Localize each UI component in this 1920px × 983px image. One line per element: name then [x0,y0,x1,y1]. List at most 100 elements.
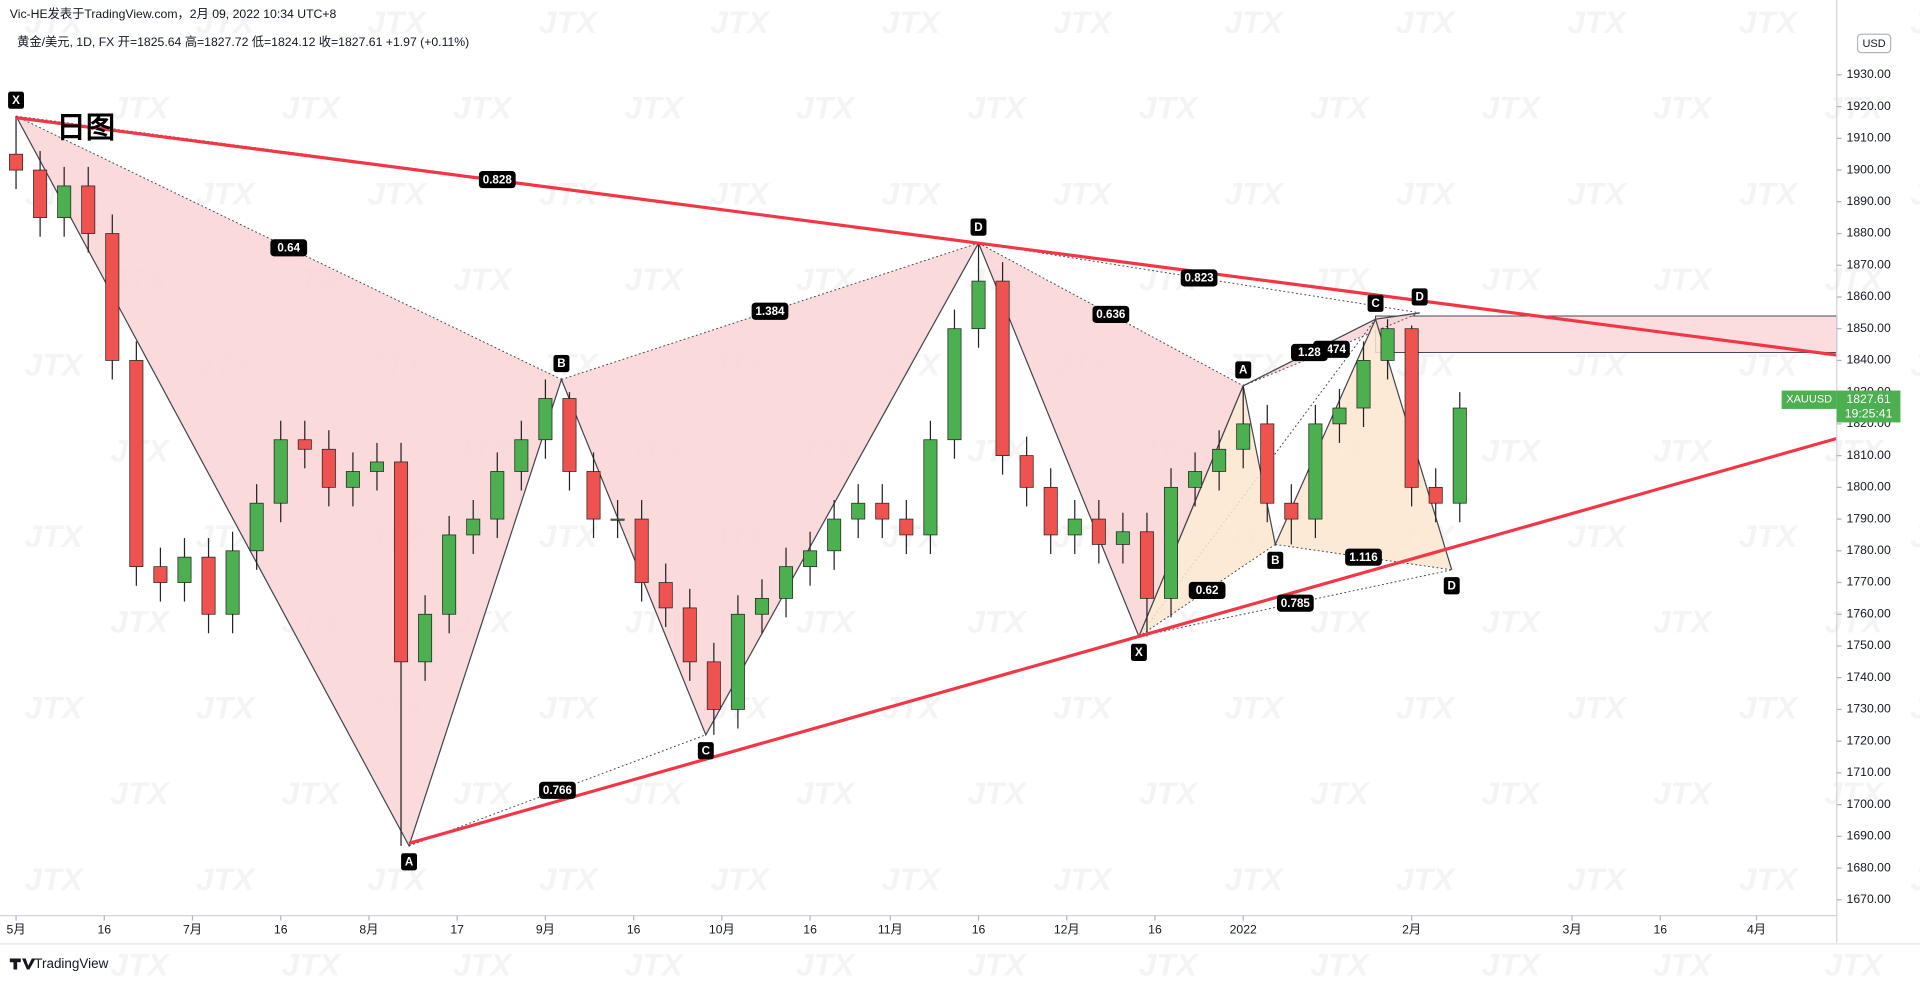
watermark: JTX [24,518,84,554]
watermark: JTX [24,689,84,725]
watermark: JTX [1910,347,1920,383]
watermark: JTX [1053,861,1113,897]
point-label: B [1271,554,1279,567]
watermark: JTX [1396,861,1456,897]
candle-body [947,328,962,441]
watermark: JTX [539,518,599,554]
watermark: JTX [1224,689,1284,725]
y-tick-label: 1930.00 [1847,67,1891,81]
ratio-label: 0.785 [1281,597,1311,610]
x-tick-label: 16 [972,923,986,937]
y-tick-label: 1680.00 [1847,860,1891,874]
candle-body [1356,360,1371,409]
watermark: JTX [196,175,256,211]
symbol-label: XAUUSD [1786,394,1832,406]
ratio-label: 0.823 [1185,272,1215,285]
watermark: JTX [1139,946,1199,982]
watermark: JTX [1910,861,1920,897]
x-tick-label: 16 [1653,923,1667,937]
y-tick-label: 1850.00 [1847,321,1891,335]
ratio-label: 1.28 [1298,346,1321,359]
candle-body [442,534,457,615]
y-tick-label: 1870.00 [1847,257,1891,271]
watermark: JTX [196,4,256,40]
watermark: JTX [539,861,599,897]
candle-body [1188,471,1203,488]
candle-body [273,439,288,504]
watermark: JTX [1310,604,1370,640]
candle-body [899,518,914,536]
y-tick-label: 1690.00 [1847,829,1891,843]
x-tick-label: 8月 [359,923,378,937]
annotation: 日图 [56,112,115,145]
y-tick-label: 1860.00 [1847,289,1891,303]
x-tick-label: 9月 [536,923,555,937]
watermark: JTX [1739,689,1799,725]
ratio-box [539,781,576,799]
candle-body [57,185,72,219]
watermark: JTX [710,861,770,897]
watermark: JTX [1739,175,1799,211]
candle-body [129,360,144,568]
watermark: JTX [1567,689,1627,725]
x-tick-label: 5月 [7,923,26,937]
watermark: JTX [1310,90,1370,126]
x-tick-label: 12月 [1054,923,1080,937]
currency: USD [1862,38,1885,50]
watermark: JTX [967,90,1027,126]
candle-body [1236,423,1251,450]
candle-body [418,613,433,663]
chart-title: Vic-HE发表于TradingView.com，2月 09, 2022 10:… [10,6,337,21]
watermark: JTX [1653,261,1713,297]
ratio-box [1291,343,1328,362]
candle-body [466,518,481,536]
candle-body [586,471,601,520]
point-label-box [553,354,570,373]
watermark: JTX [967,775,1027,811]
watermark: JTX [882,861,942,897]
watermark: JTX [1567,861,1627,897]
watermark: JTX [1910,175,1920,211]
watermark: JTX [1653,946,1713,982]
watermark: JTX [1139,775,1199,811]
y-tick-label: 1910.00 [1847,131,1891,145]
watermark: JTX [967,604,1027,640]
candle-body [610,518,625,521]
point-label: D [974,221,982,234]
candle-body [682,607,697,663]
candle-body [1164,486,1179,599]
watermark: JTX [967,946,1027,982]
ratio-box [751,302,789,320]
x-tick-label: 3月 [1563,923,1582,937]
watermark: JTX [1224,175,1284,211]
watermark: JTX [1482,90,1542,126]
candle-body [369,461,384,472]
point-label-box [8,91,25,109]
y-tick-label: 1760.00 [1847,606,1891,620]
x-tick-label: 16 [97,923,111,937]
watermark: JTX [1310,775,1370,811]
watermark: JTX [196,689,256,725]
x-tick-label: 7月 [183,923,202,937]
candle-body [153,566,168,583]
candle-body [971,280,986,330]
y-tick-label: 1800.00 [1847,480,1891,494]
candle-body [514,439,529,472]
candle-body [634,518,649,583]
ratio-box [270,239,308,257]
watermark: JTX [453,946,513,982]
watermark: JTX [367,175,427,211]
watermark: JTX [1910,518,1920,554]
countdown-label: 19:25:41 [1845,407,1893,421]
watermark: JTX [796,946,856,982]
watermark: JTX [1739,4,1799,40]
candle-body [875,502,890,520]
y-tick-label: 1900.00 [1847,162,1891,176]
watermark: JTX [539,689,599,725]
axes: 1670.00 1680.00 1690.00 1700.00 1710.00 1720.… [7,67,1901,937]
candle-body [1019,455,1034,488]
watermark: JTX [1224,347,1284,383]
watermark: JTX [1053,689,1113,725]
x-tick-label: 10月 [709,923,735,937]
